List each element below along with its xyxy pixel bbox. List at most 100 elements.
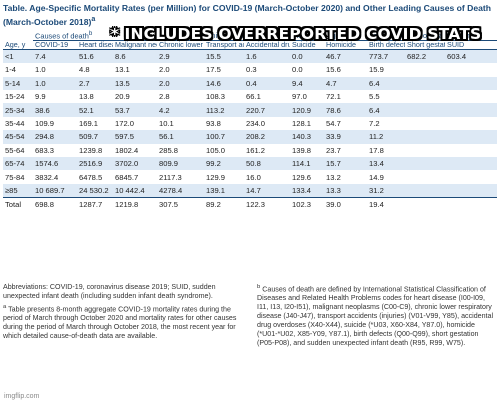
table-cell: 78.6 xyxy=(324,103,368,117)
table-cell: 1.0 xyxy=(33,76,77,90)
table-cell: 17.5 xyxy=(206,65,221,75)
table-cell: 15.7 xyxy=(324,156,368,171)
table-cell xyxy=(445,144,497,157)
table-cell: 3702.0 xyxy=(113,156,157,171)
table-cell xyxy=(445,90,497,103)
row-label: 15-24 xyxy=(5,92,25,102)
column-header: COVID-19 xyxy=(33,40,77,50)
column-header: Age, y xyxy=(3,40,33,50)
table-cell xyxy=(405,197,446,212)
table-cell: 89.2 xyxy=(204,197,245,212)
row-label: 65-74 xyxy=(3,156,33,171)
table-cell: 97.0 xyxy=(292,92,307,102)
footnotes-left: Abbreviations: COVID-19, coronavirus dis… xyxy=(3,283,248,343)
table-cell xyxy=(445,156,498,171)
table-cell: 10 689.7 xyxy=(33,183,77,198)
table-cell: 17.8 xyxy=(369,145,384,155)
table-cell xyxy=(405,90,445,103)
table-cell: 1239.8 xyxy=(79,145,103,155)
table-cell: 4278.4 xyxy=(157,183,205,198)
table-row: 65-74 1574.6 2516.9 3702.0 809.9 99.2 50.8 114.… xyxy=(3,156,498,171)
table-cell: 133.4 xyxy=(290,183,325,198)
table-cell: 14.6 xyxy=(204,76,245,90)
table-cell: 109.9 xyxy=(35,118,55,128)
column-header: Homicide xyxy=(324,40,368,50)
table-cell: 50.8 xyxy=(244,156,291,171)
table-cell: 13.8 xyxy=(79,92,94,102)
table-cell: 10.1 xyxy=(159,118,174,128)
table-cell: 0.4 xyxy=(244,76,291,90)
table-cell: 2516.9 xyxy=(77,156,113,171)
mortality-table: Causes of deathb Unintentional injuries … xyxy=(3,28,498,212)
table-cell: 597.5 xyxy=(113,130,157,144)
footnote-b: b Causes of death are defined by Interna… xyxy=(257,283,497,348)
table-cell: 139.8 xyxy=(292,145,312,155)
row-label: 45-54 xyxy=(3,130,33,144)
table-cell: 1574.6 xyxy=(33,156,77,171)
table-cell: 1287.7 xyxy=(77,197,113,212)
table-cell: 307.5 xyxy=(157,197,205,212)
table-cell: 113.2 xyxy=(204,103,245,117)
table-cell: 4.7 xyxy=(324,76,368,90)
footnote-a: a Table presents 8-month aggregate COVID… xyxy=(3,303,248,341)
footnote-b-text: Causes of death are defined by Internati… xyxy=(257,285,494,347)
group-header-row: Causes of deathb Unintentional injuries … xyxy=(3,28,498,41)
table-cell: 509.7 xyxy=(77,130,113,144)
table-cell xyxy=(445,183,498,198)
table-cell: 2117.3 xyxy=(159,172,182,182)
table-row: 75-84 3832.4 6478.5 6845.7 2117.3 129.9 16.0 12… xyxy=(3,170,497,183)
table-cell: 9.9 xyxy=(35,92,46,102)
mortality-table-wrapper: Causes of deathb Unintentional injuries … xyxy=(3,28,498,212)
column-header: Birth defects xyxy=(367,40,406,50)
table-cell: 7.2 xyxy=(369,118,380,128)
table-cell: 66.1 xyxy=(246,92,261,102)
table-cell: 114.1 xyxy=(290,156,325,171)
table-cell: 14.9 xyxy=(369,172,384,182)
table-cell: 2.0 xyxy=(157,76,205,90)
table-cell: 108.3 xyxy=(206,92,226,102)
table-row: 55-64 683.3 1239.8 1802.4 285.8 105.0 161.2 139… xyxy=(3,144,497,157)
table-cell: 51.6 xyxy=(77,49,113,64)
table-cell: 1.0 xyxy=(35,65,46,75)
table-cell: 2.9 xyxy=(157,49,205,64)
table-cell xyxy=(445,197,498,212)
table-cell xyxy=(445,130,498,144)
table-cell: 129.6 xyxy=(292,172,312,182)
table-cell: 15.9 xyxy=(369,65,384,75)
table-cell: 0.3 xyxy=(246,65,257,75)
table-cell: 3832.4 xyxy=(35,172,59,182)
table-cell: 603.4 xyxy=(445,49,498,64)
table-row: 15-24 9.9 13.8 20.9 2.8 108.3 66.1 97.0 72.1 5.5 xyxy=(3,90,497,103)
table-cell: 172.0 xyxy=(115,118,135,128)
table-cell: 4.2 xyxy=(157,103,205,117)
table-cell: 56.1 xyxy=(157,130,205,144)
row-label: 25-34 xyxy=(3,103,33,117)
table-cell: 122.3 xyxy=(244,197,291,212)
table-cell: 169.1 xyxy=(79,118,99,128)
table-cell xyxy=(445,63,497,76)
table-cell: 13.2 xyxy=(326,172,341,182)
table-cell: 15.6 xyxy=(326,65,341,75)
row-label: Total xyxy=(3,197,33,212)
table-cell: 120.9 xyxy=(290,103,325,117)
table-cell: 2.8 xyxy=(159,92,170,102)
table-cell xyxy=(405,156,446,171)
table-cell: 13.4 xyxy=(367,156,406,171)
table-cell: 2.7 xyxy=(77,76,113,90)
table-row: 25-34 38.6 52.1 53.7 4.2 113.2 220.7 120.9 78.6 6… xyxy=(3,103,498,117)
table-cell: 9.4 xyxy=(290,76,325,90)
table-cell xyxy=(405,103,446,117)
table-row: ≥85 10 689.7 24 530.2 10 442.4 4278.4 139.1 14… xyxy=(3,183,498,198)
table-cell: 10 442.4 xyxy=(113,183,157,198)
table-cell: 128.1 xyxy=(292,118,312,128)
total-row: Total 698.8 1287.7 1219.8 307.5 89.2 122.3 102.… xyxy=(3,197,498,212)
footnote-b-mark: b xyxy=(257,284,261,290)
table-cell: 4.8 xyxy=(79,65,90,75)
table-cell: 809.9 xyxy=(157,156,205,171)
table-cell xyxy=(405,76,446,90)
table-cell: 23.7 xyxy=(326,145,341,155)
table-cell: 1.6 xyxy=(244,49,291,64)
table-cell: 31.2 xyxy=(367,183,406,198)
footnote-a-mark: a xyxy=(3,303,7,310)
table-cell xyxy=(445,170,497,183)
